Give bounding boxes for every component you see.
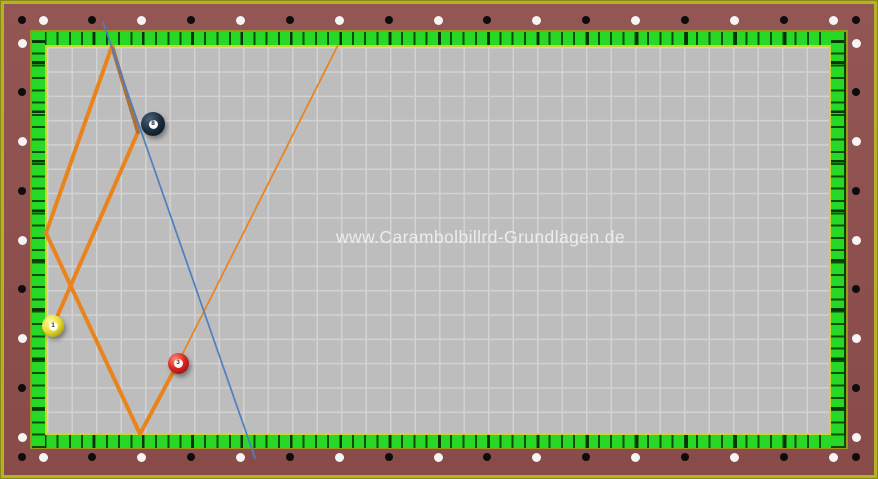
diamond-dot-white bbox=[17, 432, 27, 442]
trajectory-continuation-after-red bbox=[177, 44, 339, 364]
diamond-dot-white bbox=[851, 137, 861, 146]
diamond-dot-black bbox=[285, 453, 294, 461]
diamond-dot-white bbox=[17, 235, 27, 245]
diamond-dot-white bbox=[729, 15, 739, 25]
trajectory-left-to-bottom-cushion bbox=[44, 231, 142, 436]
trajectory-cue-path-to-contact bbox=[51, 130, 140, 328]
diamond-dot-black bbox=[582, 453, 591, 461]
diamond-dot-white bbox=[631, 15, 640, 25]
diamond-dot-black bbox=[852, 383, 860, 392]
diamond-dot-black bbox=[852, 16, 860, 24]
diamond-dot-white bbox=[828, 452, 838, 462]
diamond-dot-white bbox=[828, 15, 838, 25]
yellow-ball-number: 1 bbox=[51, 321, 55, 329]
cushion-rail-top bbox=[32, 32, 846, 45]
diamond-dot-white bbox=[236, 15, 245, 25]
diamond-dot-white bbox=[137, 15, 147, 25]
yellow-ball: 1 bbox=[42, 315, 64, 337]
watermark-text: www.Carambolbillrd-Grundlagen.de bbox=[336, 227, 626, 247]
diamond-dot-white bbox=[17, 137, 27, 146]
cushion-rail-bottom bbox=[32, 435, 846, 448]
diamond-dot-black bbox=[852, 285, 860, 294]
trajectory-top-to-left-cushion bbox=[44, 44, 114, 235]
red-ball: 3 bbox=[167, 352, 189, 374]
diamond-dot-black bbox=[18, 285, 26, 294]
diamond-dot-black bbox=[680, 453, 689, 461]
black-ball-number-circle: 8 bbox=[148, 119, 158, 129]
diamond-dot-white bbox=[532, 15, 542, 25]
diamond-dot-white bbox=[236, 452, 245, 462]
diamond-dot-white bbox=[38, 452, 48, 462]
diamond-dot-black bbox=[384, 453, 393, 461]
diamond-dot-black bbox=[852, 186, 860, 195]
diamond-dot-black bbox=[18, 383, 26, 392]
diamond-dot-black bbox=[852, 88, 860, 97]
diamond-dot-black bbox=[18, 453, 26, 461]
diamond-dot-white bbox=[433, 452, 443, 462]
diamond-dot-black bbox=[680, 16, 689, 24]
diamond-dot-black bbox=[384, 16, 393, 24]
diamond-dot-white bbox=[17, 38, 27, 48]
diamond-dot-white bbox=[631, 452, 640, 462]
diamond-dot-black bbox=[779, 453, 788, 461]
diamond-dot-black bbox=[483, 453, 492, 461]
black-ball-number: 8 bbox=[151, 119, 155, 127]
diamond-dot-black bbox=[779, 16, 788, 24]
yellow-ball-number-circle: 1 bbox=[48, 321, 58, 331]
trajectory-bottom-cushion-to-red bbox=[138, 361, 180, 436]
cushion-rail-right bbox=[831, 32, 844, 448]
diamond-dot-black bbox=[18, 88, 26, 97]
diamond-dot-white bbox=[38, 15, 48, 25]
diamond-dot-black bbox=[18, 16, 26, 24]
diamond-dot-white bbox=[851, 432, 861, 442]
diamond-dot-white bbox=[334, 452, 344, 462]
diamond-dot-white bbox=[851, 334, 861, 343]
diamond-dot-black bbox=[187, 16, 196, 24]
diamond-dot-white bbox=[17, 334, 27, 343]
diamond-dot-black bbox=[88, 453, 97, 461]
diamond-dot-white bbox=[433, 15, 443, 25]
black-ball: 8 bbox=[141, 112, 165, 136]
diamond-dot-white bbox=[729, 452, 739, 462]
diamond-dot-black bbox=[483, 16, 492, 24]
diamond-dot-white bbox=[137, 452, 147, 462]
red-ball-number: 3 bbox=[176, 358, 180, 366]
red-ball-number-circle: 3 bbox=[173, 358, 183, 368]
cushion-rail-left bbox=[32, 32, 45, 448]
diamond-dot-white bbox=[851, 38, 861, 48]
diamond-dot-black bbox=[88, 16, 97, 24]
diamond-dot-black bbox=[187, 453, 196, 461]
trajectory-aiming-line bbox=[102, 21, 256, 459]
diamond-dot-white bbox=[532, 452, 542, 462]
diamond-dot-black bbox=[852, 453, 860, 461]
diamond-dot-black bbox=[285, 16, 294, 24]
diamond-dot-black bbox=[582, 16, 591, 24]
diamond-dot-white bbox=[334, 15, 344, 25]
diamond-dot-black bbox=[18, 186, 26, 195]
diamond-dot-white bbox=[851, 235, 861, 245]
